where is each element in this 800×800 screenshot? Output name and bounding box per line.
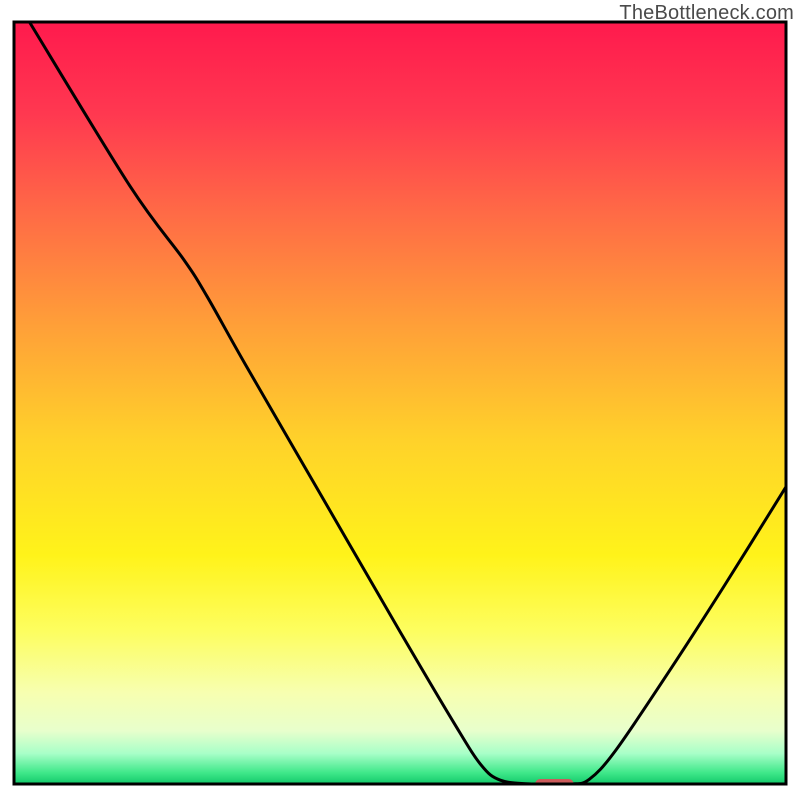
bottleneck-chart <box>0 0 800 800</box>
chart-container: TheBottleneck.com <box>0 0 800 800</box>
